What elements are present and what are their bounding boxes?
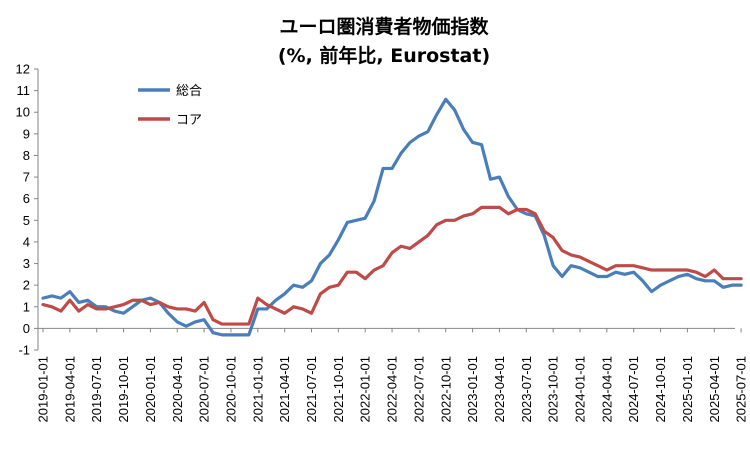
x-tick-label: 2021-04-01 — [277, 356, 292, 423]
x-tick-label: 2023-10-01 — [546, 356, 561, 423]
x-tick-label: 2019-04-01 — [62, 356, 77, 423]
y-tick-label: 8 — [23, 148, 30, 163]
x-tick-label: 2023-04-01 — [492, 356, 507, 423]
series-layer — [41, 97, 743, 337]
x-tick-label: 2020-10-01 — [223, 356, 238, 423]
x-tick-label: 2024-04-01 — [599, 356, 614, 423]
x-tick-label: 2022-10-01 — [438, 356, 453, 423]
x-tick-label: 2020-04-01 — [170, 356, 185, 423]
x-tick-label: 2019-10-01 — [116, 356, 131, 423]
y-tick-label: 12 — [16, 62, 30, 77]
x-tick-label: 2020-07-01 — [197, 356, 212, 423]
y-tick-label: 9 — [23, 126, 30, 141]
chart-subtitle: (%, 前年比, Eurostat) — [278, 44, 490, 67]
legend-label-all-items: 総合 — [176, 84, 202, 99]
y-tick-label: 6 — [23, 191, 30, 206]
x-tick-label: 2023-07-01 — [519, 356, 534, 423]
y-tick-label: -1 — [18, 343, 30, 358]
x-tick-label: 2024-10-01 — [653, 356, 668, 423]
x-tick-label: 2019-01-01 — [36, 356, 51, 423]
x-tick-label: 2025-04-01 — [707, 356, 722, 423]
x-tick-label: 2022-07-01 — [411, 356, 426, 423]
x-tick-label: 2021-10-01 — [331, 356, 346, 423]
y-tick-label: 2 — [23, 278, 30, 293]
y-tick-label: 7 — [23, 170, 30, 185]
x-tick-label: 2025-01-01 — [680, 356, 695, 423]
x-tick-label: 2020-01-01 — [143, 356, 158, 423]
x-tick-label: 2022-04-01 — [385, 356, 400, 423]
x-axis: 2019-01-01 2019-04-01 2019-07-01 2019-10-01… — [36, 327, 749, 423]
y-tick-label: 3 — [23, 256, 30, 271]
y-tick-label: 5 — [23, 213, 30, 228]
x-tick-label: 2024-07-01 — [626, 356, 641, 423]
x-tick-label: 2025-07-01 — [734, 356, 749, 423]
legend: 総合 コア — [138, 84, 202, 128]
x-tick-label: 2023-01-01 — [465, 356, 480, 423]
x-tick-label: 2024-01-01 — [573, 356, 588, 423]
x-tick-label: 2021-01-01 — [250, 356, 265, 423]
x-tick-label: 2022-01-01 — [358, 356, 373, 423]
y-tick-label: 1 — [23, 299, 30, 314]
y-tick-label: 11 — [17, 83, 31, 98]
y-tick-label: 4 — [23, 234, 30, 249]
x-tick-label: 2019-07-01 — [89, 356, 104, 423]
chart-title: ユーロ圏消費者物価指数 — [279, 15, 489, 38]
y-tick-label: 10 — [16, 105, 30, 120]
legend-label-core: コア — [176, 113, 202, 128]
y-tick-label: 0 — [23, 321, 30, 336]
series-line-core — [41, 205, 743, 326]
x-tick-label: 2021-07-01 — [304, 356, 319, 423]
